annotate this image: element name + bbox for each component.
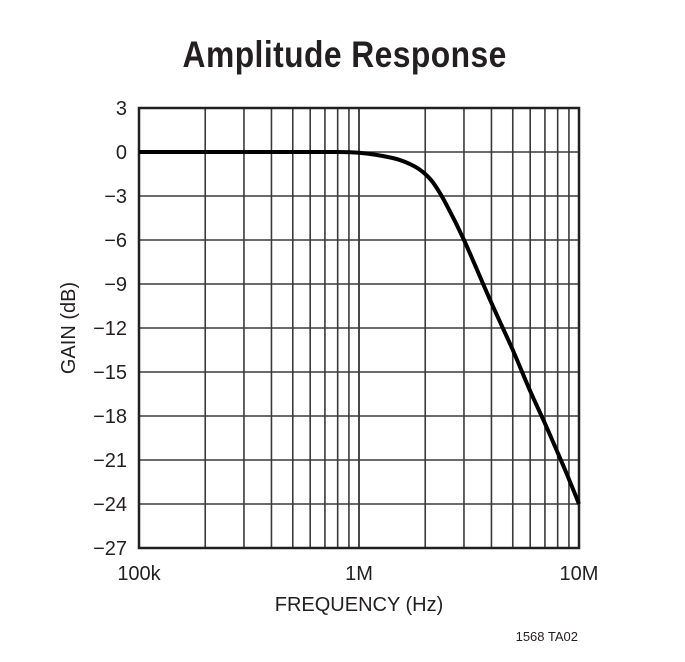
y-tick-label: −6 bbox=[104, 230, 127, 252]
y-tick-label: −15 bbox=[93, 362, 127, 384]
plot-frame bbox=[137, 106, 581, 550]
y-tick-label: −12 bbox=[93, 318, 127, 340]
x-tick-label: 1M bbox=[345, 563, 373, 585]
x-tick-label: 100k bbox=[117, 563, 161, 585]
x-tick-labels: 100k 1M 10M bbox=[117, 563, 598, 585]
y-tick-label: −24 bbox=[93, 494, 127, 516]
y-tick-label: −27 bbox=[93, 538, 127, 560]
y-tick-label: 0 bbox=[116, 142, 127, 164]
figure-id-note: 1568 TA02 bbox=[516, 629, 578, 644]
chart-title: Amplitude Response bbox=[182, 34, 507, 75]
x-axis-label: FREQUENCY (Hz) bbox=[275, 594, 444, 616]
y-tick-label: −18 bbox=[93, 406, 127, 428]
grid-lines bbox=[138, 107, 580, 549]
y-tick-label: 3 bbox=[116, 98, 127, 120]
y-tick-label: −3 bbox=[104, 186, 127, 208]
x-tick-label: 10M bbox=[560, 563, 599, 585]
gain-curve bbox=[138, 149, 581, 505]
y-axis-label: GAIN (dB) bbox=[58, 282, 80, 374]
y-tick-label: −9 bbox=[104, 274, 127, 296]
y-tick-label: −21 bbox=[93, 450, 127, 472]
y-tick-labels: 3 0 −3 −6 −9 −12 −15 −18 −21 −24 −27 bbox=[93, 98, 127, 560]
